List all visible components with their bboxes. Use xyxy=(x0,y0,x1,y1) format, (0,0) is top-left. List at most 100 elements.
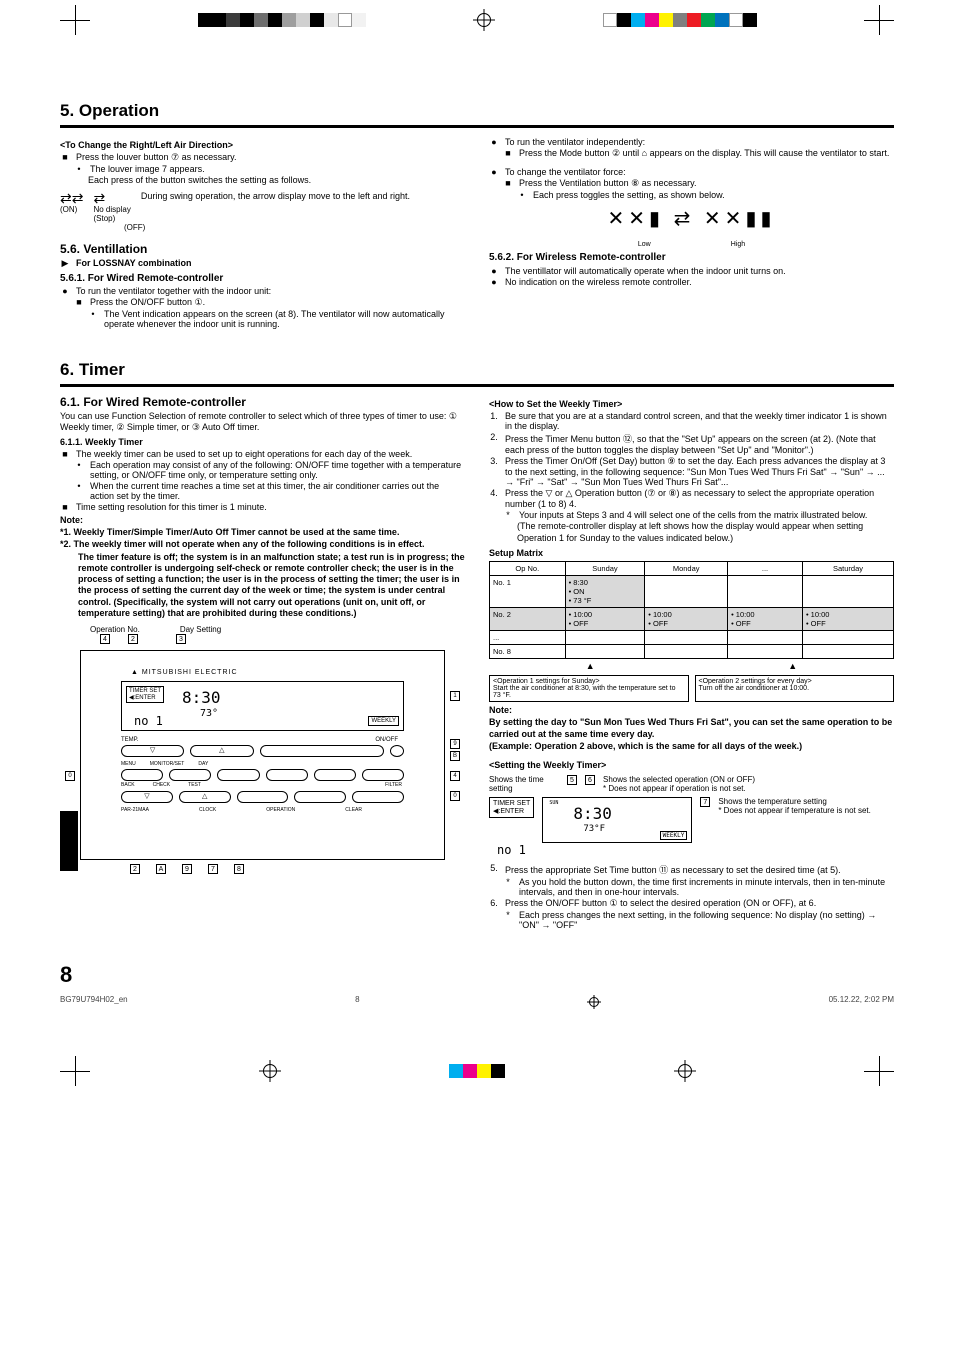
day-button[interactable] xyxy=(217,769,259,781)
crop-mark-icon xyxy=(60,5,90,35)
color-bar-left xyxy=(198,13,366,27)
registration-target-icon xyxy=(674,1060,696,1082)
down-button[interactable]: ▽ xyxy=(121,791,173,803)
section5-right-column: ●To run the ventilator independently: ■P… xyxy=(489,136,894,330)
each-press-text: Each press of the button switches the se… xyxy=(88,175,465,186)
mode-2-button[interactable] xyxy=(266,769,308,781)
weekly-desc-text: The weekly timer can be used to set up t… xyxy=(76,449,465,459)
matrix-header: Monday xyxy=(645,562,728,576)
matrix-cell xyxy=(645,645,728,659)
footer-date: 05.12.22, 2:02 PM xyxy=(829,995,894,1011)
note-label: Note: xyxy=(60,515,465,526)
side-tab xyxy=(60,811,78,871)
lcd2-time: 8:30 xyxy=(573,804,612,823)
matrix-note-left: <Operation 1 settings for Sunday> Start … xyxy=(489,675,689,702)
shows-temp-label: Shows the temperature setting * Does not… xyxy=(718,797,894,815)
setup-matrix-heading: Setup Matrix xyxy=(489,548,894,559)
matrix-cell xyxy=(728,645,803,659)
back-button[interactable] xyxy=(121,769,163,781)
louver-appears-text: The louver image 7 appears. xyxy=(90,164,465,174)
callout-1: 1 xyxy=(450,691,460,701)
weekly-bullet-2: When the current time reaches a time set… xyxy=(90,481,465,501)
note-1-text: *1. Weekly Timer/Simple Timer/Auto Off T… xyxy=(60,527,465,538)
each-toggle-text: Each press toggles the setting, as shown… xyxy=(533,190,894,200)
power-button[interactable] xyxy=(390,745,404,757)
step-5-star-text: As you hold the button down, the time fi… xyxy=(519,877,894,897)
temp-btn-label: TEMP. xyxy=(121,737,139,743)
up-button[interactable]: △ xyxy=(179,791,231,803)
step-4-text: Press the ▽ or △ Operation button (⑦ or … xyxy=(505,488,894,509)
step-5-text: Press the appropriate Set Time button ⑪ … xyxy=(505,863,894,876)
matrix-cell: • 10:00 • OFF xyxy=(565,608,645,631)
fan-button[interactable] xyxy=(314,769,356,781)
color-bar-bottom xyxy=(449,1064,505,1078)
callout-4r: 4 xyxy=(450,771,460,781)
matrix-cell: • 10:00 • OFF xyxy=(802,608,893,631)
no-indication-text: No indication on the wireless remote con… xyxy=(505,277,894,287)
step-4-paren-text: (The remote-controller display at left s… xyxy=(517,521,894,544)
matrix-note-right: <Operation 2 settings for every day> Tur… xyxy=(695,675,895,702)
step-6-text: Press the ON/OFF button ① to select the … xyxy=(505,898,894,909)
press-vent-button-text: Press the Ventilation button ⑧ as necess… xyxy=(519,178,894,189)
day-setting-label: Day Setting xyxy=(180,625,221,634)
matrix-op-cell: No. 1 xyxy=(490,576,566,608)
lcd-temp: 73° xyxy=(200,708,218,719)
lcd-time: 8:30 xyxy=(182,688,221,707)
swing-off-label: (OFF) xyxy=(124,223,465,232)
callout-5: 5 xyxy=(567,775,577,785)
note-2-body-text: The timer feature is off; the system is … xyxy=(78,552,465,620)
shows-op-label: Shows the selected operation (ON or OFF)… xyxy=(603,775,894,793)
clear-label: CLEAR xyxy=(345,807,362,813)
registration-marks-bottom xyxy=(0,1051,954,1091)
footer-crosshair xyxy=(587,995,601,1011)
monitor-label: MONITOR/SET xyxy=(150,761,185,767)
change-direction-heading: <To Change the Right/Left Air Direction> xyxy=(60,140,465,151)
lcd2-days: SUN xyxy=(549,800,558,806)
swing-on-icon: ⇄⇄ xyxy=(60,191,83,205)
day-label: DAY xyxy=(198,761,208,767)
swing-description: During swing operation, the arrow displa… xyxy=(141,191,465,202)
callout-10r: 0 xyxy=(450,791,460,801)
mode-button[interactable] xyxy=(260,745,385,757)
callout-0l: 0 xyxy=(65,771,75,781)
monitor-button[interactable] xyxy=(169,769,211,781)
operation-no-label: Operation No. xyxy=(90,625,140,634)
arrow-up-icon: ▲ xyxy=(586,661,595,671)
lcd-no: no 1 xyxy=(134,714,163,728)
footer-file: BG79U794H02_en xyxy=(60,995,128,1011)
callout-12r: B xyxy=(450,751,460,761)
matrix-header: Sunday xyxy=(565,562,645,576)
callout-11b: A xyxy=(156,864,166,874)
callout-2b: 2 xyxy=(130,864,140,874)
temp-down-button[interactable]: ▽ xyxy=(121,745,184,757)
callout-8b: 8 xyxy=(234,864,244,874)
color-bar-right xyxy=(603,13,757,27)
page-footer: BG79U794H02_en 8 05.12.22, 2:02 PM xyxy=(60,995,894,1011)
page-number: 8 xyxy=(60,961,894,989)
arrow-up-icon: ▲ xyxy=(788,661,797,671)
filter-button[interactable] xyxy=(362,769,404,781)
setting-lcd-diagram: TIMER SET ◀:ENTER SUN 8:30 73°F WEEKLY 7… xyxy=(489,797,894,843)
back-label: BACK xyxy=(121,782,135,788)
matrix-cell xyxy=(728,631,803,645)
note-2-text: *2. The weekly timer will not operate wh… xyxy=(60,539,465,550)
onoff-button-2[interactable] xyxy=(352,791,404,803)
registration-target-icon xyxy=(473,9,495,31)
swing-on-label: (ON) xyxy=(60,205,83,214)
weekly-timer-heading: 6.1.1. Weekly Timer xyxy=(60,437,465,448)
section-6-title: 6. Timer xyxy=(60,354,894,387)
matrix-cell xyxy=(565,631,645,645)
louver-button[interactable] xyxy=(237,791,289,803)
operation-label: OPERATION xyxy=(266,807,295,813)
vent-button[interactable] xyxy=(294,791,346,803)
crop-mark-icon xyxy=(864,1056,894,1086)
lcd2-weekly: WEEKLY xyxy=(660,831,688,840)
temp-up-button[interactable]: △ xyxy=(190,745,253,757)
wired-rc-6-1-heading: 6.1. For Wired Remote-controller xyxy=(60,395,465,410)
vent-indication-text: The Vent indication appears on the scree… xyxy=(104,309,465,329)
remote-controller-diagram: ▲ MITSUBISHI ELECTRIC TIMER SET ◀:ENTER … xyxy=(80,650,445,860)
press-onoff-text: Press the ON/OFF button ①. xyxy=(90,297,465,308)
lcd-screen-2: SUN 8:30 73°F WEEKLY xyxy=(542,797,692,843)
crop-mark-icon xyxy=(864,5,894,35)
crop-mark-icon xyxy=(60,1056,90,1086)
